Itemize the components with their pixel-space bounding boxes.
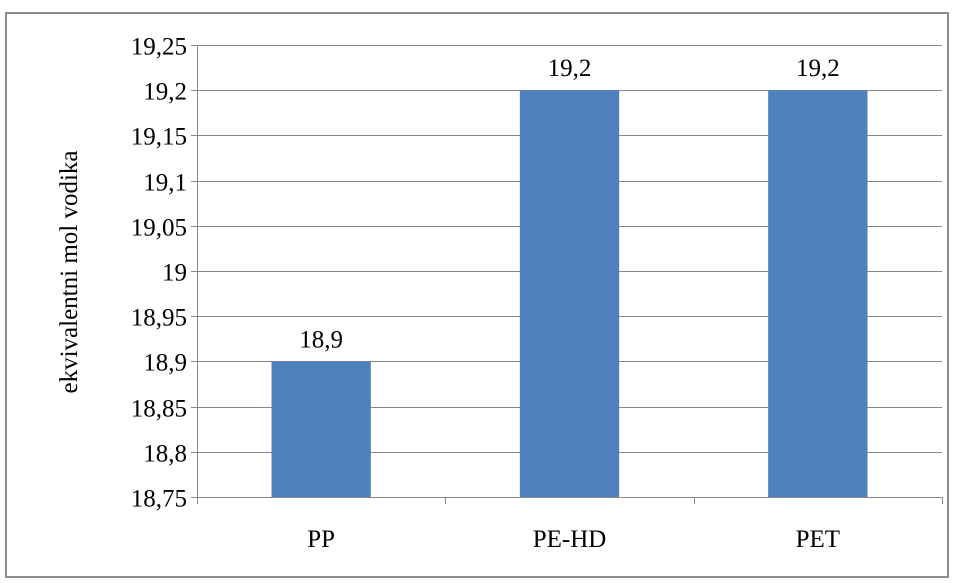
y-tick-label: 19,25 <box>131 34 187 61</box>
y-tick-label: 19,1 <box>143 170 187 197</box>
y-axis-label: ekvivalentni mol vodika <box>56 150 83 393</box>
labels: 18,75 18,8 18,85 18,9 18,95 19 19,05 19,1 19,15 1… <box>131 34 840 554</box>
y-tick-label: 19,15 <box>131 124 187 151</box>
data-label: 19,2 <box>796 55 840 82</box>
y-tick-label: 19,2 <box>143 79 187 106</box>
y-tick-label: 18,85 <box>131 396 187 423</box>
y-tick-label: 19,05 <box>131 215 187 242</box>
y-tick-label: 18,95 <box>131 305 187 332</box>
bar-pet <box>768 90 868 497</box>
bar-pe-hd <box>519 90 620 497</box>
data-label: 18,9 <box>299 326 343 353</box>
x-tick-label: PP <box>307 526 335 553</box>
y-tick-label: 18,8 <box>143 441 187 468</box>
axes <box>191 45 943 504</box>
x-tick-label: PE-HD <box>533 526 607 553</box>
data-label: 19,2 <box>548 55 592 82</box>
y-tick-label: 18,75 <box>131 486 187 513</box>
bars <box>271 90 868 497</box>
y-tick-label: 18,9 <box>143 350 187 377</box>
y-tick-label: 19 <box>162 260 187 287</box>
bar-pp <box>271 361 371 497</box>
x-tick-label: PET <box>796 526 840 553</box>
